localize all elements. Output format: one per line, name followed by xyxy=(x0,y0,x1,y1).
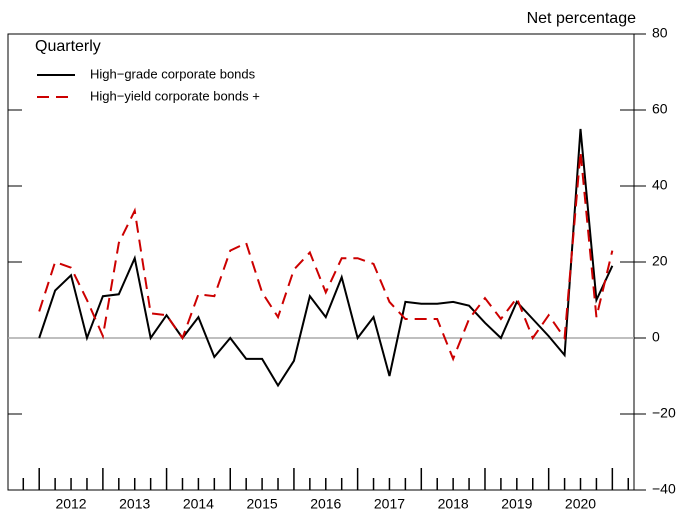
y-tick-label: 0 xyxy=(652,329,660,345)
series-line xyxy=(38,151,614,362)
legend-title: Quarterly xyxy=(35,38,101,55)
x-tick-label: 2015 xyxy=(247,496,278,512)
y-tick-label: −40 xyxy=(652,481,676,497)
x-tick-label: 2012 xyxy=(55,496,86,512)
x-tick-label: 2018 xyxy=(438,496,469,512)
x-tick-label: 2014 xyxy=(183,496,214,512)
legend-label: High−yield corporate bonds + xyxy=(90,88,260,103)
y-tick-label: 20 xyxy=(652,253,668,269)
x-tick-label: 2019 xyxy=(501,496,532,512)
x-tick-label: 2016 xyxy=(310,496,341,512)
legend-label: High−grade corporate bonds xyxy=(90,66,256,81)
x-tick-label: 2013 xyxy=(119,496,150,512)
y-tick-label: −20 xyxy=(652,405,676,421)
y-axis-label: Net percentage xyxy=(527,10,637,27)
y-tick-label: 60 xyxy=(652,101,668,117)
series-line xyxy=(38,128,614,388)
x-tick-label: 2017 xyxy=(374,496,405,512)
y-tick-label: 80 xyxy=(652,25,668,41)
x-tick-label: 2020 xyxy=(565,496,596,512)
y-tick-label: 40 xyxy=(652,177,668,193)
